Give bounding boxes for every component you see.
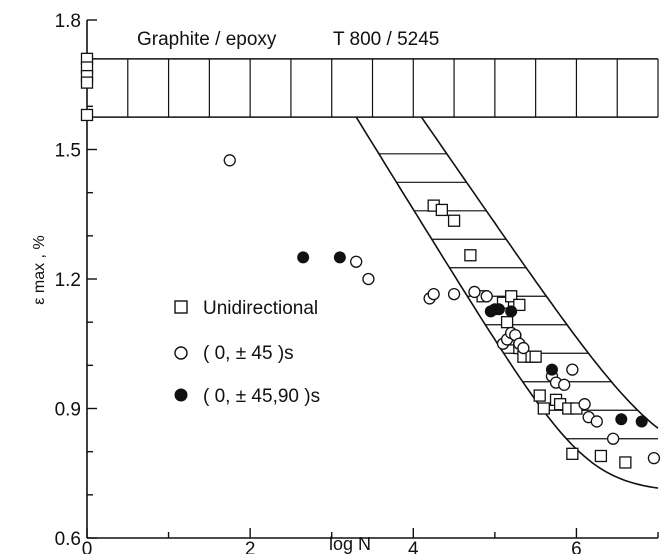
- legend-open-circle-marker: [174, 346, 188, 360]
- unidirectional-point: [529, 350, 542, 363]
- legend-label-0-45-90: ( 0, ± 45,90 )s: [203, 386, 320, 407]
- filled-circle-point: [635, 415, 648, 428]
- unidirectional-point: [447, 214, 461, 227]
- legend-square-marker: [174, 300, 188, 314]
- open-circle-point: [447, 287, 461, 301]
- open-circle-point: [350, 255, 363, 268]
- y-axis-label: ε max , %: [31, 235, 48, 304]
- band-upper-fatigue-curve: [420, 116, 659, 429]
- open-circle-point: [558, 378, 571, 391]
- filled-circle-point: [505, 305, 518, 318]
- legend-item-0-45: ( 0, ± 45 )s: [174, 343, 294, 364]
- data-points: [80, 52, 661, 469]
- open-circle-point: [223, 154, 236, 167]
- open-circle-point: [362, 272, 375, 286]
- open-circle-point: [578, 398, 591, 411]
- open-circle-point: [468, 285, 481, 299]
- unidirectional-point: [619, 456, 632, 469]
- unidirectional-point: [513, 298, 526, 312]
- open-circle-point: [517, 341, 530, 355]
- y-tick-label: 1.2: [55, 270, 81, 291]
- unidirectional-point: [435, 203, 448, 217]
- axes: 0.6 0.9 1.2 1.5 1.8 0 2 4 6: [55, 11, 659, 554]
- legend-label-unidirectional: Unidirectional: [203, 298, 318, 319]
- unidirectional-point: [505, 290, 518, 303]
- filled-circle-point: [545, 363, 558, 376]
- unidirectional-point: [566, 447, 579, 460]
- filled-circle-point: [297, 251, 310, 264]
- legend-item-0-45-90: ( 0, ± 45,90 )s: [174, 386, 320, 407]
- unidirectional-point: [533, 389, 546, 402]
- unidirectional-point: [80, 108, 94, 122]
- legend-label-0-45: ( 0, ± 45 )s: [203, 343, 294, 364]
- band-lower-fatigue-curve: [355, 116, 659, 489]
- y-tick-label: 1.8: [55, 11, 81, 32]
- legend: Unidirectional ( 0, ± 45 )s ( 0, ± 45,90…: [174, 298, 320, 407]
- open-circle-point: [647, 451, 661, 465]
- chart-subtitle: T 800 / 5245: [333, 29, 439, 50]
- legend-item-unidirectional: Unidirectional: [174, 298, 318, 319]
- open-circle-point: [427, 287, 440, 301]
- y-tick-label: 1.5: [55, 141, 81, 162]
- x-tick-label: 2: [245, 539, 256, 554]
- filled-circle-point: [615, 413, 628, 426]
- open-circle-point: [566, 363, 579, 376]
- unidirectional-point: [537, 402, 550, 415]
- x-tick-label: 0: [82, 539, 93, 554]
- y-tick-label: 0.6: [55, 529, 81, 550]
- scatter-band: [87, 58, 659, 489]
- unidirectional-point: [594, 449, 608, 463]
- x-axis-label: log N: [329, 534, 371, 554]
- filled-circle-point: [333, 251, 346, 264]
- legend-filled-circle-marker: [174, 388, 188, 402]
- x-tick-label: 6: [571, 539, 582, 554]
- filled-circle-point: [492, 303, 505, 316]
- open-circle-point: [480, 290, 493, 303]
- open-circle-point: [606, 432, 620, 445]
- x-tick-label: 4: [408, 539, 419, 554]
- y-tick-label: 0.9: [55, 400, 81, 421]
- open-circle-point: [590, 415, 603, 428]
- unidirectional-point: [500, 316, 514, 329]
- chart-title: Graphite / epoxy: [137, 29, 277, 50]
- unidirectional-point: [80, 76, 94, 89]
- unidirectional-point: [464, 249, 477, 262]
